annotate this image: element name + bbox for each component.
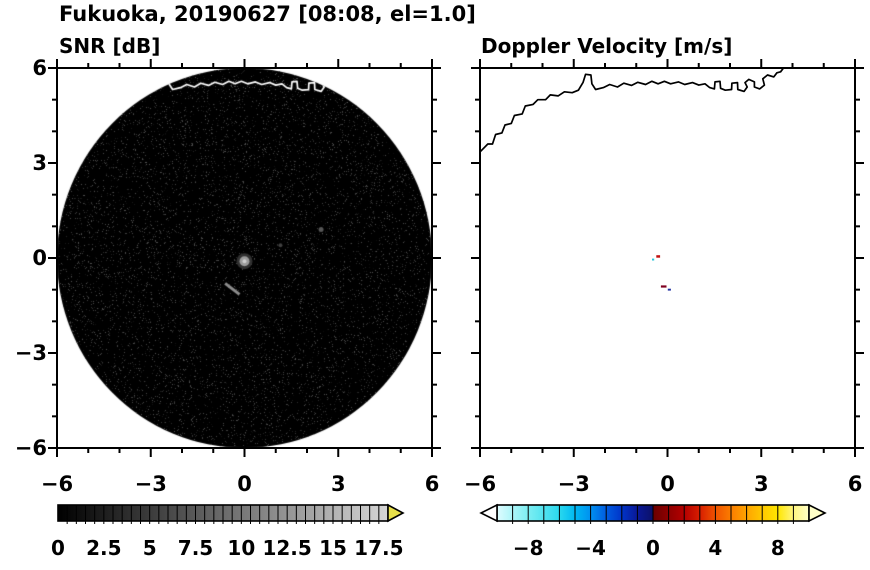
x-tick-label: 0 — [237, 472, 252, 496]
colorbar-over-arrow — [808, 503, 827, 523]
colorbar-tick-label: 0 — [646, 536, 660, 560]
x-tick-label: 3 — [753, 472, 769, 496]
x-tick-label: −6 — [463, 472, 497, 496]
x-tick-label: 0 — [660, 472, 675, 496]
y-tick-label: 0 — [32, 246, 47, 270]
y-tick-label: 3 — [32, 151, 47, 175]
coastline — [480, 68, 785, 153]
colorbar-tick-label: 7.5 — [177, 536, 214, 560]
y-tick-label: −3 — [14, 341, 47, 365]
colorbar-tick-label: 4 — [708, 536, 723, 560]
snr-panel-title: SNR [dB] — [59, 34, 161, 58]
colorbar-tick-label: −8 — [512, 536, 544, 560]
colorbar-tick-label: 10 — [227, 536, 256, 560]
colorbar-tick-label: 17.5 — [354, 536, 404, 560]
colorbar-tick-label: 15 — [319, 536, 347, 560]
snr-colorbar — [57, 503, 405, 524]
colorbar-under-arrow — [479, 503, 498, 523]
snr-scan-canvas — [57, 68, 432, 448]
doppler-echo-mark — [656, 255, 661, 258]
colorbar-tick-label: 8 — [770, 536, 785, 560]
colorbar-tick-label: 2.5 — [86, 536, 122, 560]
colorbar-tick-label: 12.5 — [262, 536, 312, 560]
x-tick-label: −3 — [557, 472, 590, 496]
x-tick-label: 6 — [424, 472, 440, 496]
colorbar-tick-label: 0 — [51, 536, 65, 560]
colorbar-tick-label: −4 — [575, 536, 606, 560]
colorbar-over-arrow — [387, 503, 405, 523]
figure-title: Fukuoka, 20190627 [08:08, el=1.0] — [59, 2, 476, 26]
y-tick-label: −6 — [14, 436, 47, 460]
colorbar-tick-label: 5 — [142, 536, 157, 560]
x-tick-label: −3 — [134, 472, 167, 496]
doppler-panel-title: Doppler Velocity [m/s] — [481, 34, 733, 58]
doppler-scan-svg — [480, 68, 855, 448]
x-tick-label: 3 — [330, 472, 346, 496]
y-tick-label: 6 — [32, 56, 47, 80]
doppler-echo-mark — [667, 288, 671, 291]
doppler-echo-mark — [660, 285, 667, 288]
x-tick-label: 6 — [847, 472, 863, 496]
x-tick-label: −6 — [40, 472, 74, 496]
doppler-colorbar — [479, 503, 827, 524]
doppler-echo-mark — [652, 258, 655, 261]
